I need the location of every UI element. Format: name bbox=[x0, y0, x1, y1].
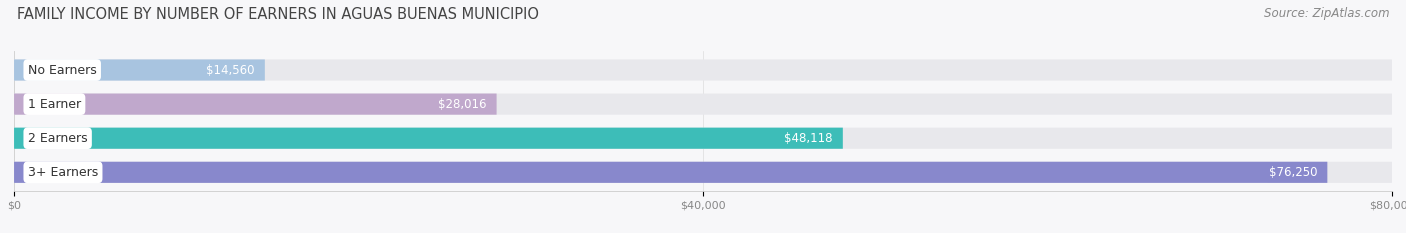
FancyBboxPatch shape bbox=[14, 59, 264, 81]
FancyBboxPatch shape bbox=[14, 162, 1392, 183]
Text: 2 Earners: 2 Earners bbox=[28, 132, 87, 145]
FancyBboxPatch shape bbox=[14, 93, 496, 115]
Text: $76,250: $76,250 bbox=[1268, 166, 1317, 179]
Text: 1 Earner: 1 Earner bbox=[28, 98, 82, 111]
Text: FAMILY INCOME BY NUMBER OF EARNERS IN AGUAS BUENAS MUNICIPIO: FAMILY INCOME BY NUMBER OF EARNERS IN AG… bbox=[17, 7, 538, 22]
FancyBboxPatch shape bbox=[14, 128, 842, 149]
Text: No Earners: No Earners bbox=[28, 64, 97, 76]
FancyBboxPatch shape bbox=[14, 128, 1392, 149]
Text: $28,016: $28,016 bbox=[437, 98, 486, 111]
Text: $14,560: $14,560 bbox=[207, 64, 254, 76]
Text: 3+ Earners: 3+ Earners bbox=[28, 166, 98, 179]
FancyBboxPatch shape bbox=[14, 59, 1392, 81]
Text: Source: ZipAtlas.com: Source: ZipAtlas.com bbox=[1264, 7, 1389, 20]
FancyBboxPatch shape bbox=[14, 93, 1392, 115]
FancyBboxPatch shape bbox=[14, 162, 1327, 183]
Text: $48,118: $48,118 bbox=[785, 132, 832, 145]
